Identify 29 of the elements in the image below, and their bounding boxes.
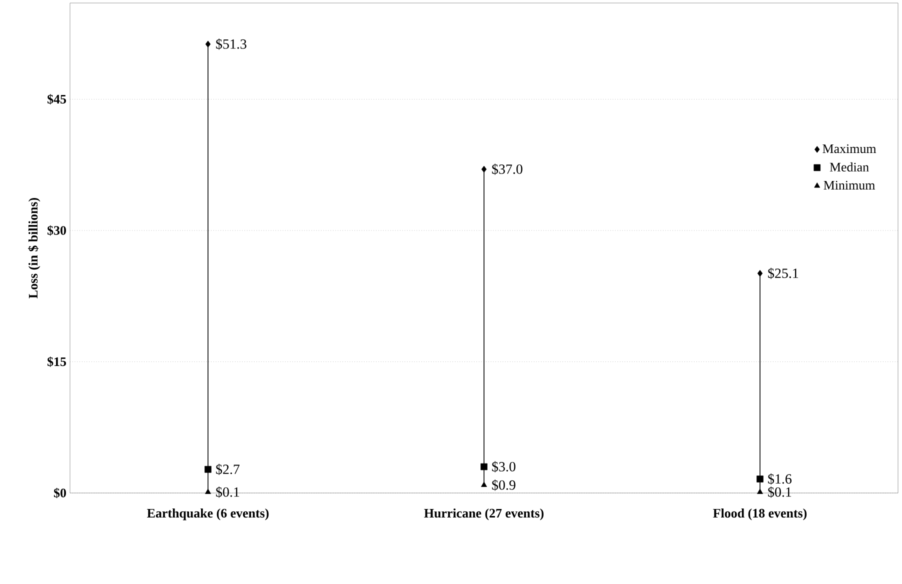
y-tick-label: $30	[48, 225, 66, 236]
point	[205, 488, 211, 494]
data-label: $3.0	[492, 461, 516, 472]
point	[756, 476, 764, 482]
point	[481, 166, 487, 173]
point	[204, 466, 212, 473]
data-label: $25.1	[768, 268, 798, 279]
x-tick-label: Earthquake (6 events)	[147, 508, 269, 520]
x-tick-label: Hurricane (27 events)	[424, 508, 544, 520]
data-label: $0.1	[768, 486, 792, 498]
legend-label: Minimum	[824, 180, 875, 190]
y-tick-label: $0	[54, 488, 66, 498]
y-tick-label: $15	[48, 356, 66, 367]
legend-label: Maximum	[822, 144, 876, 154]
data-label: $51.3	[216, 38, 246, 50]
point	[480, 463, 488, 470]
y-axis-title: Loss (in $ billions)	[28, 198, 40, 298]
y-tick-label: $45	[48, 94, 66, 104]
data-label: $1.6	[768, 473, 792, 485]
legend-label: Median	[830, 162, 869, 172]
point	[481, 482, 487, 487]
data-label: $0.9	[492, 480, 516, 491]
point	[205, 40, 211, 48]
point	[757, 488, 763, 494]
data-label: $0.1	[216, 486, 240, 498]
point	[757, 270, 763, 277]
data-label: $2.7	[216, 464, 240, 475]
x-tick-label: Flood (18 events)	[713, 508, 807, 520]
data-label: $37.0	[492, 164, 522, 175]
